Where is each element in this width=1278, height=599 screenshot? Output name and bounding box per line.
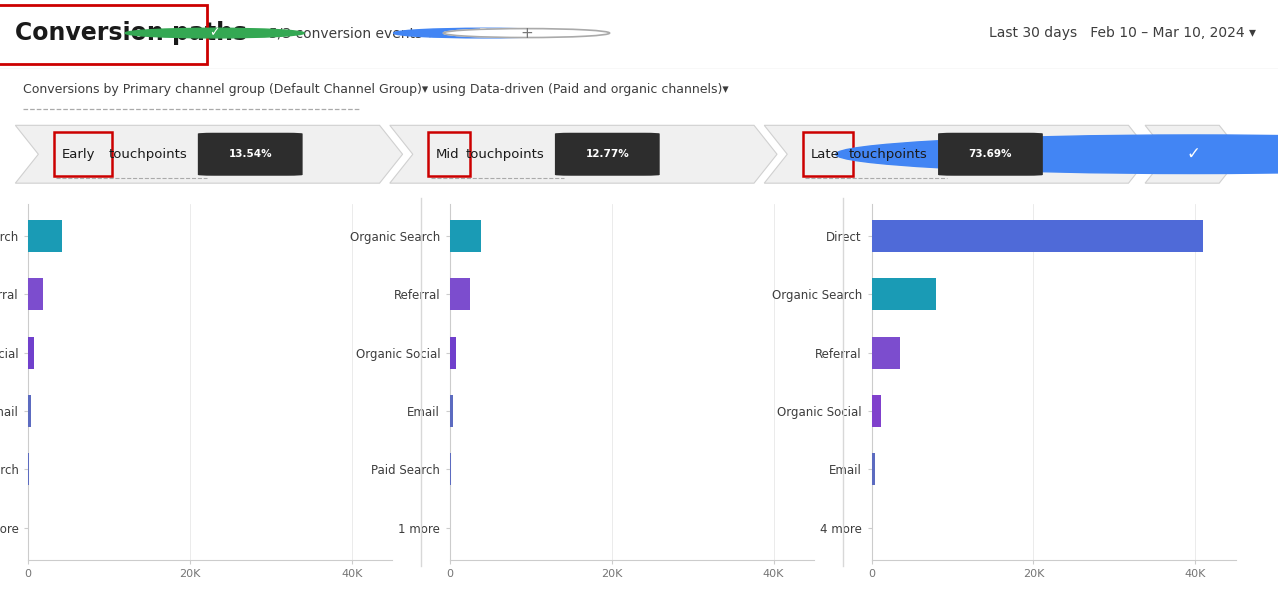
Bar <box>28 337 33 369</box>
Bar <box>872 395 882 427</box>
Text: Early: Early <box>61 148 95 161</box>
Text: 73.69%: 73.69% <box>969 149 1012 159</box>
Circle shape <box>394 28 573 38</box>
Bar <box>872 337 900 369</box>
Polygon shape <box>390 125 777 183</box>
Text: touchpoints: touchpoints <box>465 148 544 161</box>
Text: ✓: ✓ <box>1187 145 1200 164</box>
Text: ✓: ✓ <box>210 26 220 40</box>
FancyBboxPatch shape <box>938 133 1043 176</box>
Bar <box>450 395 454 427</box>
Bar <box>450 279 470 310</box>
Text: Conversions by Primary channel group (Default Channel Group)▾ using Data-driven : Conversions by Primary channel group (De… <box>23 83 728 96</box>
Bar <box>872 220 1204 252</box>
Text: ▾: ▾ <box>236 26 244 40</box>
Text: 12.77%: 12.77% <box>585 149 629 159</box>
Circle shape <box>125 28 304 38</box>
Bar <box>872 453 875 485</box>
Text: Conversion paths: Conversion paths <box>15 21 248 45</box>
Bar <box>450 337 455 369</box>
Text: Last 30 days   Feb 10 – Mar 10, 2024 ▾: Last 30 days Feb 10 – Mar 10, 2024 ▾ <box>989 26 1256 40</box>
Text: touchpoints: touchpoints <box>849 148 928 161</box>
Circle shape <box>443 29 610 38</box>
Circle shape <box>836 135 1278 174</box>
Bar <box>28 279 42 310</box>
Text: touchpoints: touchpoints <box>109 148 188 161</box>
Polygon shape <box>15 125 403 183</box>
FancyBboxPatch shape <box>198 133 303 176</box>
Text: Late: Late <box>810 148 840 161</box>
Polygon shape <box>764 125 1151 183</box>
Text: 5/3 conversion events ▾: 5/3 conversion events ▾ <box>270 26 433 40</box>
Text: Mid: Mid <box>436 148 459 161</box>
Bar <box>28 220 63 252</box>
Bar <box>872 279 937 310</box>
Polygon shape <box>1145 125 1242 183</box>
Text: 13.54%: 13.54% <box>229 149 272 159</box>
Bar <box>28 395 31 427</box>
Bar <box>450 220 481 252</box>
Text: +: + <box>520 26 533 41</box>
FancyBboxPatch shape <box>555 133 659 176</box>
Text: P: P <box>478 26 488 40</box>
